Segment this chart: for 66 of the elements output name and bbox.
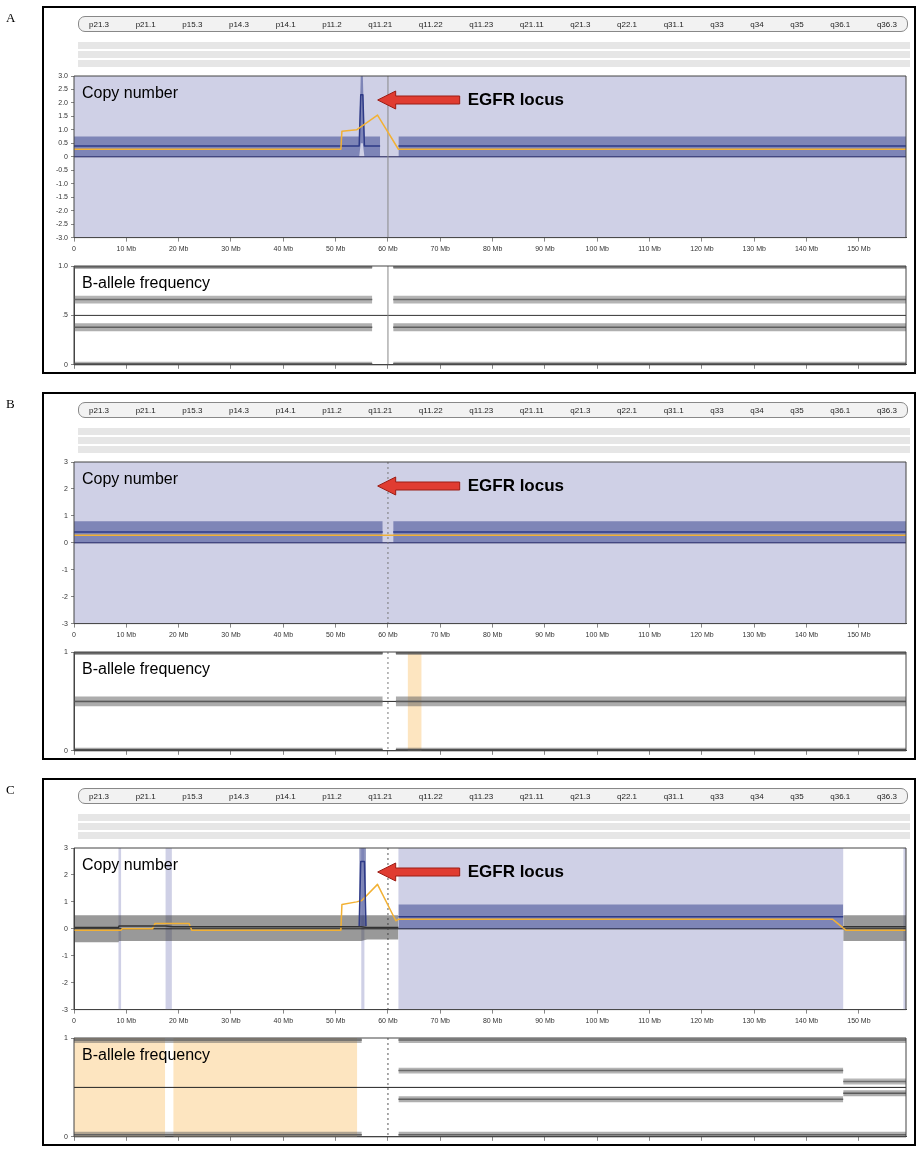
text: p14.3 [228, 405, 249, 415]
text: p14.3 [228, 19, 249, 29]
text: q21.11 [519, 405, 544, 415]
text: q36.3 [876, 791, 897, 801]
text: q11.21 [368, 19, 393, 29]
text: q34 [750, 791, 764, 801]
text: q22.1 [617, 19, 638, 29]
text: q33 [710, 405, 724, 415]
text: q33 [710, 19, 724, 29]
text: q34 [750, 19, 764, 29]
text: q36.1 [830, 791, 851, 801]
text: p21.1 [135, 19, 156, 29]
annotation: Copy number [82, 84, 179, 102]
text: p11.2 [322, 19, 342, 29]
text: q34 [750, 405, 764, 415]
annotation: Copy number [82, 470, 179, 488]
text: q36.3 [876, 19, 897, 29]
text: p14.1 [275, 19, 296, 29]
text: q21.11 [519, 19, 544, 29]
text: q31.1 [663, 405, 684, 415]
text: q35 [790, 791, 804, 801]
text: q31.1 [663, 19, 684, 29]
text: p15.3 [182, 405, 203, 415]
text: B [6, 396, 15, 412]
text: p21.3 [89, 19, 110, 29]
text: q35 [790, 405, 804, 415]
text: p14.3 [228, 791, 249, 801]
text: p21.1 [135, 791, 156, 801]
annotation: EGFR locus [467, 89, 565, 109]
text: p14.1 [275, 405, 296, 415]
annotation: EGFR locus [467, 475, 565, 495]
text: p15.3 [182, 791, 203, 801]
text: q11.21 [368, 405, 393, 415]
text: A [6, 10, 16, 26]
text: q35 [790, 19, 804, 29]
text: q36.3 [876, 405, 897, 415]
text: p11.2 [322, 791, 342, 801]
text: p21.3 [89, 405, 110, 415]
text: q36.1 [830, 405, 851, 415]
text: q22.1 [617, 405, 638, 415]
annotation: Copy number [82, 856, 179, 874]
text: q11.23 [469, 791, 494, 801]
text: q21.11 [519, 791, 544, 801]
text: q11.22 [418, 405, 443, 415]
text: q11.22 [418, 19, 443, 29]
text: p21.3 [89, 791, 110, 801]
text: q11.23 [469, 19, 494, 29]
text: p21.1 [135, 405, 156, 415]
text: q11.23 [469, 405, 494, 415]
text: p15.3 [182, 19, 203, 29]
annotation: B-allele frequency [82, 1046, 211, 1064]
annotation: EGFR locus [467, 861, 565, 881]
annotation: B-allele frequency [82, 660, 211, 678]
text: q31.1 [663, 791, 684, 801]
text: p11.2 [322, 405, 342, 415]
text: q22.1 [617, 791, 638, 801]
text: p14.1 [275, 791, 296, 801]
text: C [6, 782, 15, 798]
text: q21.3 [570, 405, 591, 415]
annotation: B-allele frequency [82, 274, 211, 292]
text: q36.1 [830, 19, 851, 29]
text: q21.3 [570, 19, 591, 29]
text: q11.21 [368, 791, 393, 801]
text: q21.3 [570, 791, 591, 801]
text: q11.22 [418, 791, 443, 801]
text: q33 [710, 791, 724, 801]
